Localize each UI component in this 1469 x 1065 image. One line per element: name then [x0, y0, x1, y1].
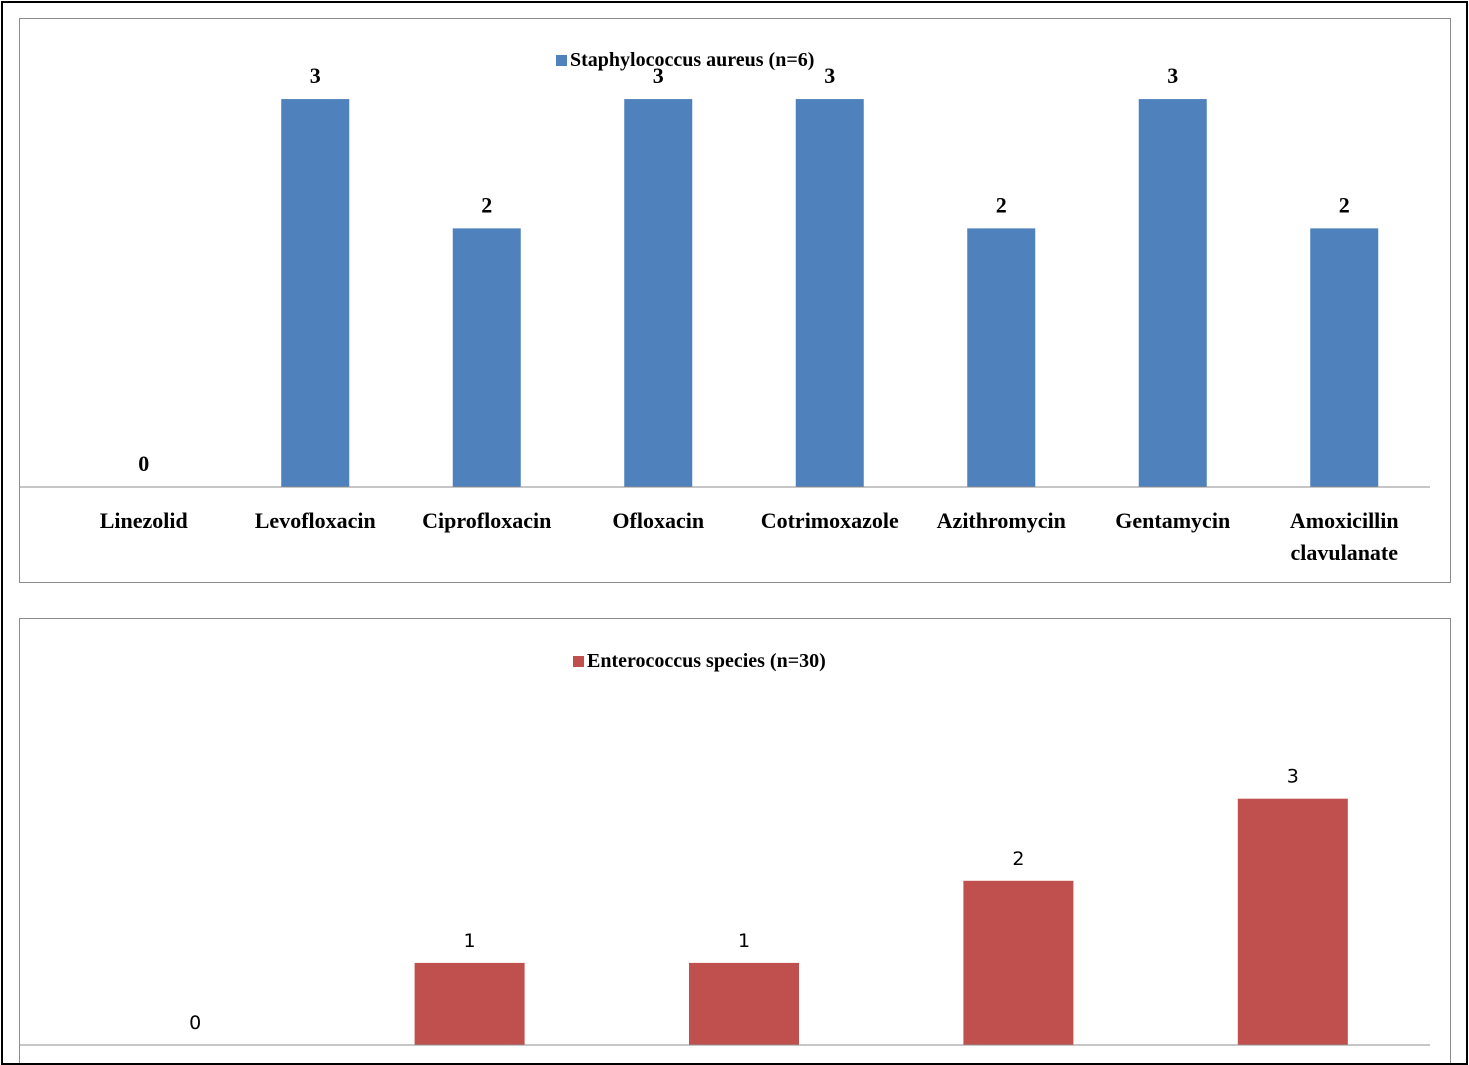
legend-label: Staphylococcus aureus (n=6) — [570, 49, 814, 71]
chart-panel-staphylococcus: Staphylococcus aureus (n=6) 0 Linezolid 3 Le… — [19, 18, 1451, 583]
category-label: Ofloxacin — [612, 508, 704, 533]
data-label: 2 — [1012, 848, 1024, 870]
category-label: Linezolid — [100, 508, 188, 533]
data-label: 2 — [996, 192, 1007, 217]
category-label: Cotrimoxazole — [761, 508, 899, 533]
legend-swatch — [556, 55, 567, 66]
data-label: 2 — [1339, 192, 1350, 217]
category-label: Azithromycin — [937, 508, 1066, 533]
data-label: 1 — [464, 930, 476, 952]
category-label: Gentamycin — [1115, 508, 1230, 533]
bar — [452, 228, 521, 487]
data-label: 3 — [1287, 766, 1299, 788]
bar — [624, 99, 693, 487]
bar — [963, 880, 1074, 1045]
data-label: 0 — [138, 451, 149, 476]
bar — [281, 99, 350, 487]
chart-panel-enterococcus: Enterococcus species (n=30)0Linezolid1Va… — [19, 618, 1451, 1063]
category-label: clavulanate — [1290, 540, 1398, 565]
legend-label: Enterococcus species (n=30) — [587, 650, 826, 672]
data-label: 3 — [310, 63, 321, 88]
category-label: Ciprofloxacin — [422, 508, 551, 533]
bar — [1138, 99, 1207, 487]
data-label: 3 — [1167, 63, 1178, 88]
bar — [689, 962, 799, 1045]
legend-swatch — [573, 656, 584, 667]
bar — [1310, 228, 1379, 487]
category-label: Amoxicillin — [1290, 508, 1399, 533]
chart-staphylococcus: Staphylococcus aureus (n=6) 0 Linezolid 3 Le… — [20, 49, 1430, 565]
data-label: 2 — [481, 192, 492, 217]
chart-enterococcus: Enterococcus species (n=30)0Linezolid1Va… — [20, 650, 1430, 1046]
data-label: 3 — [824, 63, 835, 88]
bar — [967, 228, 1036, 487]
bar — [1237, 798, 1348, 1045]
data-label: 3 — [653, 63, 664, 88]
data-label: 1 — [738, 930, 750, 952]
bar — [795, 99, 864, 487]
data-label: 0 — [189, 1012, 201, 1034]
category-label: Levofloxacin — [255, 508, 376, 533]
bar — [414, 962, 525, 1045]
